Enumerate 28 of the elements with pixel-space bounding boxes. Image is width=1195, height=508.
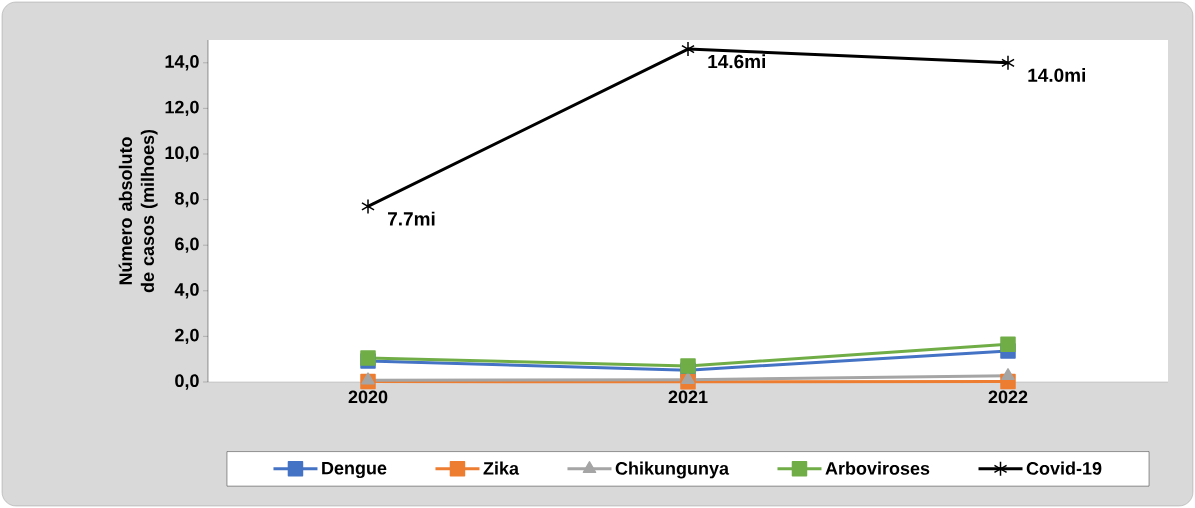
- data-label: 14.0mi: [1028, 67, 1085, 82]
- y-tick-label: 6,0: [175, 237, 199, 253]
- legend-label: Zika: [483, 461, 520, 475]
- y-tick-label: 14,0: [165, 55, 199, 71]
- point: [1001, 368, 1015, 381]
- point: [1001, 55, 1015, 71]
- y-tick-label: 0,0: [175, 374, 199, 390]
- point: [681, 371, 695, 384]
- legend-label: Chikungunya: [615, 461, 730, 479]
- point: [681, 41, 695, 57]
- y-tick-label: 10,0: [165, 146, 199, 162]
- y-tick-label: 2,0: [175, 328, 199, 345]
- point: [680, 358, 696, 374]
- data-label: 7.7mi: [388, 211, 435, 226]
- x-tick-label: 2021: [668, 390, 708, 404]
- point: [1000, 336, 1016, 352]
- y-tick-label: 8,0: [175, 191, 199, 208]
- x-tick-label: 2022: [988, 390, 1028, 404]
- point: [361, 198, 375, 215]
- data-label: 14.6mi: [708, 54, 765, 69]
- y-tick-label: 4,0: [174, 283, 199, 299]
- point: [361, 372, 375, 385]
- legend-label: Arboviroses: [825, 461, 930, 475]
- y-axis-title: Número absoluto de casos (milhoes): [118, 129, 158, 293]
- legend-label: Dengue: [322, 461, 387, 479]
- y-tick-label: 12,0: [165, 100, 199, 117]
- legend-label: Covid-19: [1026, 461, 1102, 475]
- x-tick-label: 2020: [348, 390, 388, 404]
